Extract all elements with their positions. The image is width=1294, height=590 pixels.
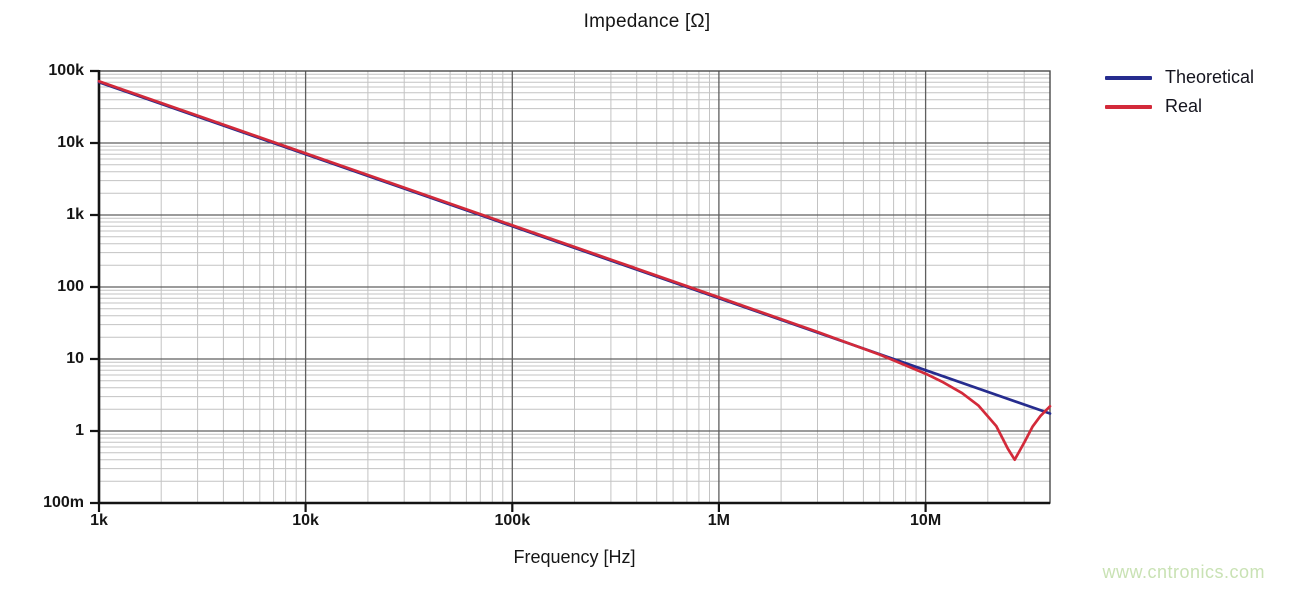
real-line-swatch [1105,104,1152,109]
y-tick-label: 1 [75,422,84,439]
legend-label-real: Real [1165,96,1203,116]
x-axis-title: Frequency [Hz] [513,547,636,567]
axis-tick-marks [90,69,927,512]
y-tick-label: 100 [57,278,84,295]
y-tick-label: 100m [43,494,84,511]
legend-label-theoretical: Theoretical [1165,67,1255,87]
watermark: www.cntronics.com [1102,562,1265,582]
x-tick-label: 1k [90,512,108,529]
grid-major-lines [99,71,1050,503]
y-tick-label: 100k [48,62,84,79]
theoretical-line-swatch [1105,75,1152,80]
y-tick-label: 1k [66,206,84,223]
chart-title: Impedance [Ω] [583,11,711,32]
x-tick-label: 10M [910,512,942,529]
legend-item-real: Real [1105,92,1254,121]
x-tick-label: 10k [292,512,319,529]
legend-item-theoretical: Theoretical [1105,63,1254,92]
x-tick-label: 1M [707,512,731,529]
legend: Theoretical Real [1105,63,1254,121]
y-tick-label: 10 [66,350,84,367]
x-tick-label: 100k [494,512,531,529]
y-tick-label: 10k [57,134,84,151]
series-real-line [97,79,1052,462]
